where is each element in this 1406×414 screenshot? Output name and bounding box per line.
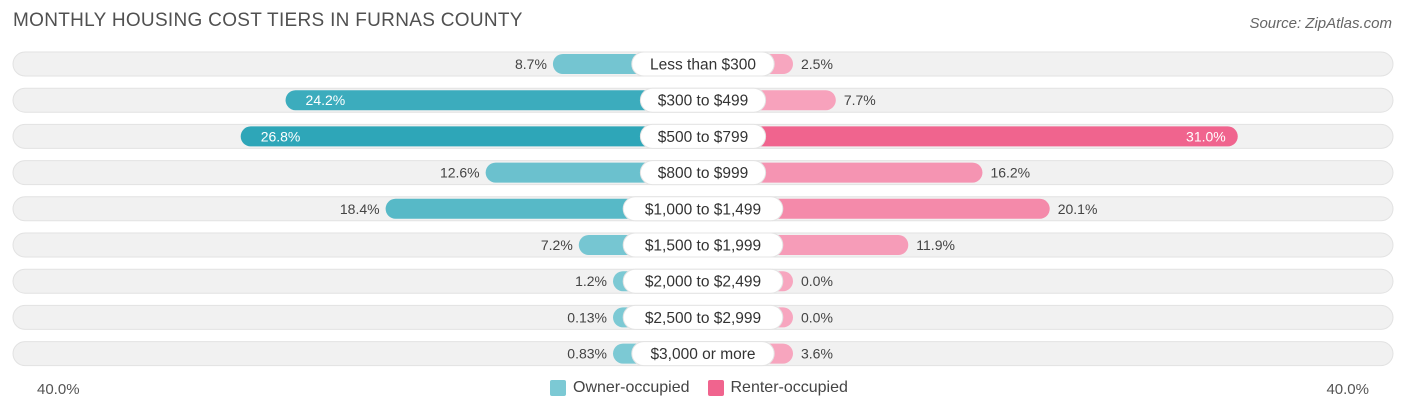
category-label: $2,500 to $2,999 [645, 310, 761, 327]
category-label: $2,000 to $2,499 [645, 274, 761, 291]
category-pill [622, 232, 784, 258]
category-label: $800 to $999 [658, 165, 749, 182]
category-pill [622, 196, 784, 222]
renter-value-label: 31.0% [1186, 128, 1226, 144]
owner-bar [240, 126, 703, 147]
renter-value-label: 3.6% [801, 346, 833, 362]
category-label: $500 to $799 [658, 129, 749, 146]
category-pill [622, 268, 784, 294]
category-label: $300 to $499 [658, 93, 749, 110]
owner-value-label: 18.4% [340, 201, 380, 217]
renter-bar [703, 162, 983, 183]
owner-value-label: 0.13% [567, 309, 607, 325]
category-pill [639, 160, 767, 186]
source-note: Source: ZipAtlas.com [1249, 15, 1392, 32]
legend: Owner-occupied Renter-occupied [550, 379, 866, 397]
legend-owner-swatch [550, 380, 566, 396]
renter-value-label: 2.5% [801, 56, 833, 72]
legend-owner: Owner-occupied [550, 379, 690, 397]
renter-value-label: 20.1% [1058, 201, 1098, 217]
category-label: Less than $300 [650, 57, 756, 74]
axis-left-label: 40.0% [37, 381, 80, 398]
owner-value-label: 0.83% [567, 346, 607, 362]
owner-value-label: 24.2% [306, 92, 346, 108]
category-pill [622, 304, 784, 330]
owner-value-label: 26.8% [261, 128, 301, 144]
category-pill [631, 341, 775, 367]
legend-owner-label: Owner-occupied [573, 379, 690, 396]
chart-title: MONTHLY HOUSING COST TIERS IN FURNAS COU… [13, 10, 523, 31]
owner-value-label: 12.6% [440, 165, 480, 181]
category-label: $3,000 or more [650, 346, 755, 363]
renter-bar [703, 198, 1050, 219]
category-pill [639, 87, 767, 113]
category-label: $1,000 to $1,499 [645, 201, 761, 218]
legend-renter-label: Renter-occupied [730, 379, 848, 396]
category-label: $1,500 to $1,999 [645, 238, 761, 255]
owner-value-label: 8.7% [515, 56, 547, 72]
renter-bar [703, 126, 1238, 147]
renter-value-label: 11.9% [916, 237, 955, 253]
category-pill [631, 51, 775, 77]
renter-value-label: 7.7% [844, 92, 876, 108]
legend-renter: Renter-occupied [707, 379, 848, 397]
axis-right-label: 40.0% [1326, 381, 1369, 398]
owner-value-label: 7.2% [541, 237, 573, 253]
legend-renter-swatch [707, 380, 724, 396]
owner-bar [385, 198, 703, 219]
owner-value-label: 1.2% [575, 273, 607, 289]
renter-value-label: 0.0% [801, 273, 833, 289]
renter-value-label: 0.0% [801, 309, 833, 325]
renter-value-label: 16.2% [990, 165, 1030, 181]
owner-bar [285, 90, 703, 111]
category-pill [639, 123, 767, 149]
